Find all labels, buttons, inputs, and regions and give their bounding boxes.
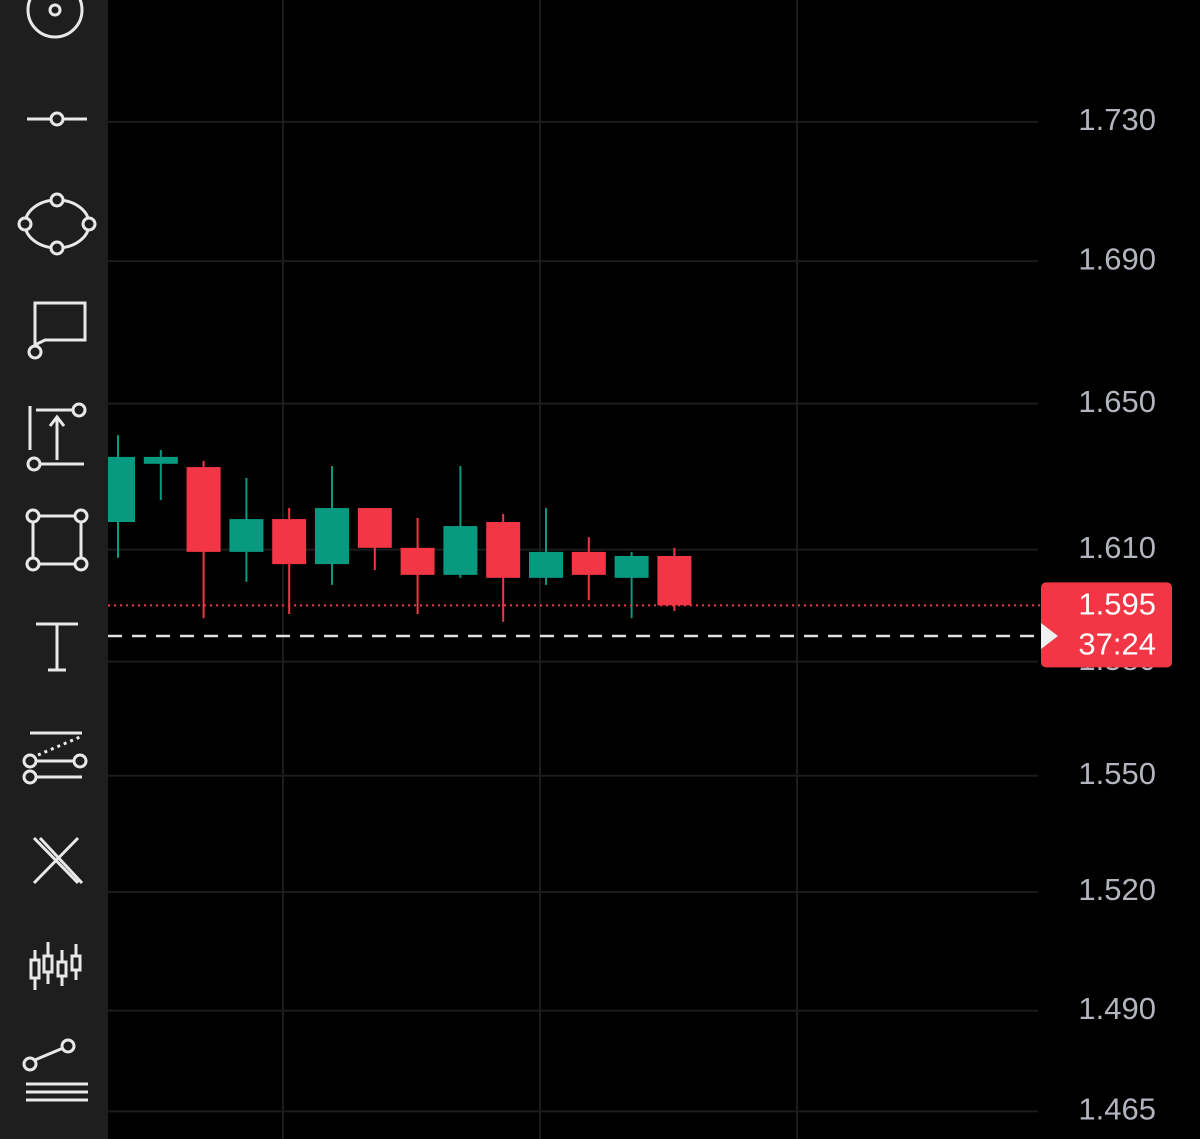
y-tick-label: 1.690 [1078, 241, 1156, 276]
toolbar-bg [0, 0, 108, 1139]
y-tick-label: 1.730 [1078, 102, 1156, 137]
bars-tool[interactable] [29, 942, 82, 990]
y-tick-label: 1.610 [1078, 530, 1156, 565]
price-tag-arrow [1041, 623, 1058, 650]
y-tick-label: 1.465 [1078, 1092, 1156, 1127]
toolbar [0, 0, 108, 1139]
y-tick-label: 1.550 [1078, 756, 1156, 791]
rectangle-tool[interactable] [25, 508, 89, 572]
y-tick-label: 1.490 [1078, 991, 1156, 1026]
fib-tool[interactable] [22, 1038, 88, 1102]
price-tag [1041, 582, 1172, 668]
candle-body [229, 519, 264, 552]
y-tick-label: 1.520 [1078, 872, 1156, 907]
candle-body [357, 508, 392, 548]
x-tool[interactable] [32, 836, 84, 885]
candle-body [315, 508, 349, 565]
candle-body [443, 526, 478, 575]
candle-body [657, 555, 692, 606]
candle-body [614, 555, 649, 578]
horizontal-ray-tool[interactable] [27, 111, 87, 127]
candle-body [571, 551, 606, 575]
candle-body [529, 551, 563, 578]
circle-tool[interactable] [26, 0, 84, 39]
candles [108, 435, 692, 622]
callout-tool[interactable] [27, 301, 87, 360]
candle-body [486, 522, 521, 578]
candle-body [186, 467, 221, 552]
parallel-channel-tool[interactable] [22, 731, 88, 785]
measure-tool[interactable] [26, 402, 87, 472]
candle-body [400, 547, 435, 575]
countdown-label: 37:24 [1078, 627, 1156, 662]
overlay: 1.7301.6901.6501.6101.5801.5501.5201.490… [0, 102, 1172, 1127]
y-tick-label: 1.650 [1078, 384, 1156, 419]
candle-body [272, 519, 307, 565]
last-price-label: 1.595 [1078, 587, 1156, 622]
ellipse-tool[interactable] [17, 192, 97, 256]
text-tool[interactable] [36, 622, 78, 672]
candle-body [143, 456, 178, 464]
candle-body [108, 456, 135, 523]
